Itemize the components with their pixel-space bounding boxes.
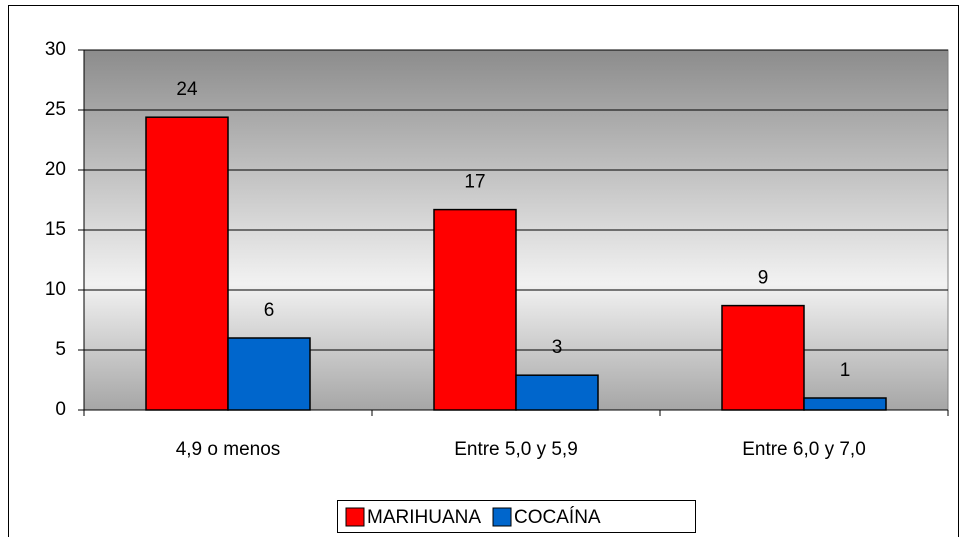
x-tick-label: Entre 5,0 y 5,9 [454,439,578,460]
legend-swatch [345,507,365,527]
value-label: 9 [758,268,769,289]
value-label: 3 [552,337,563,358]
legend-label: COCAÍNA [514,507,601,528]
value-label: 24 [176,79,198,100]
value-label: 6 [264,300,275,321]
y-tick-label: 15 [45,219,66,240]
bar [145,116,229,411]
bar [515,374,599,411]
y-tick-label: 30 [45,39,66,60]
y-tick-label: 20 [45,159,66,180]
x-tick-label: 4,9 o menos [176,439,281,460]
value-label: 17 [464,172,485,193]
bar [227,337,311,411]
y-tick-label: 0 [55,399,66,420]
value-label: 1 [840,360,851,381]
legend-box [337,500,696,533]
bar [721,304,805,411]
y-tick-label: 5 [55,339,66,360]
legend-label: MARIHUANA [367,507,481,528]
y-tick-label: 25 [45,99,66,120]
y-tick-label: 10 [45,279,66,300]
legend-swatch [492,507,512,527]
bar [803,397,887,411]
x-tick-label: Entre 6,0 y 7,0 [742,439,866,460]
bar [433,208,517,411]
